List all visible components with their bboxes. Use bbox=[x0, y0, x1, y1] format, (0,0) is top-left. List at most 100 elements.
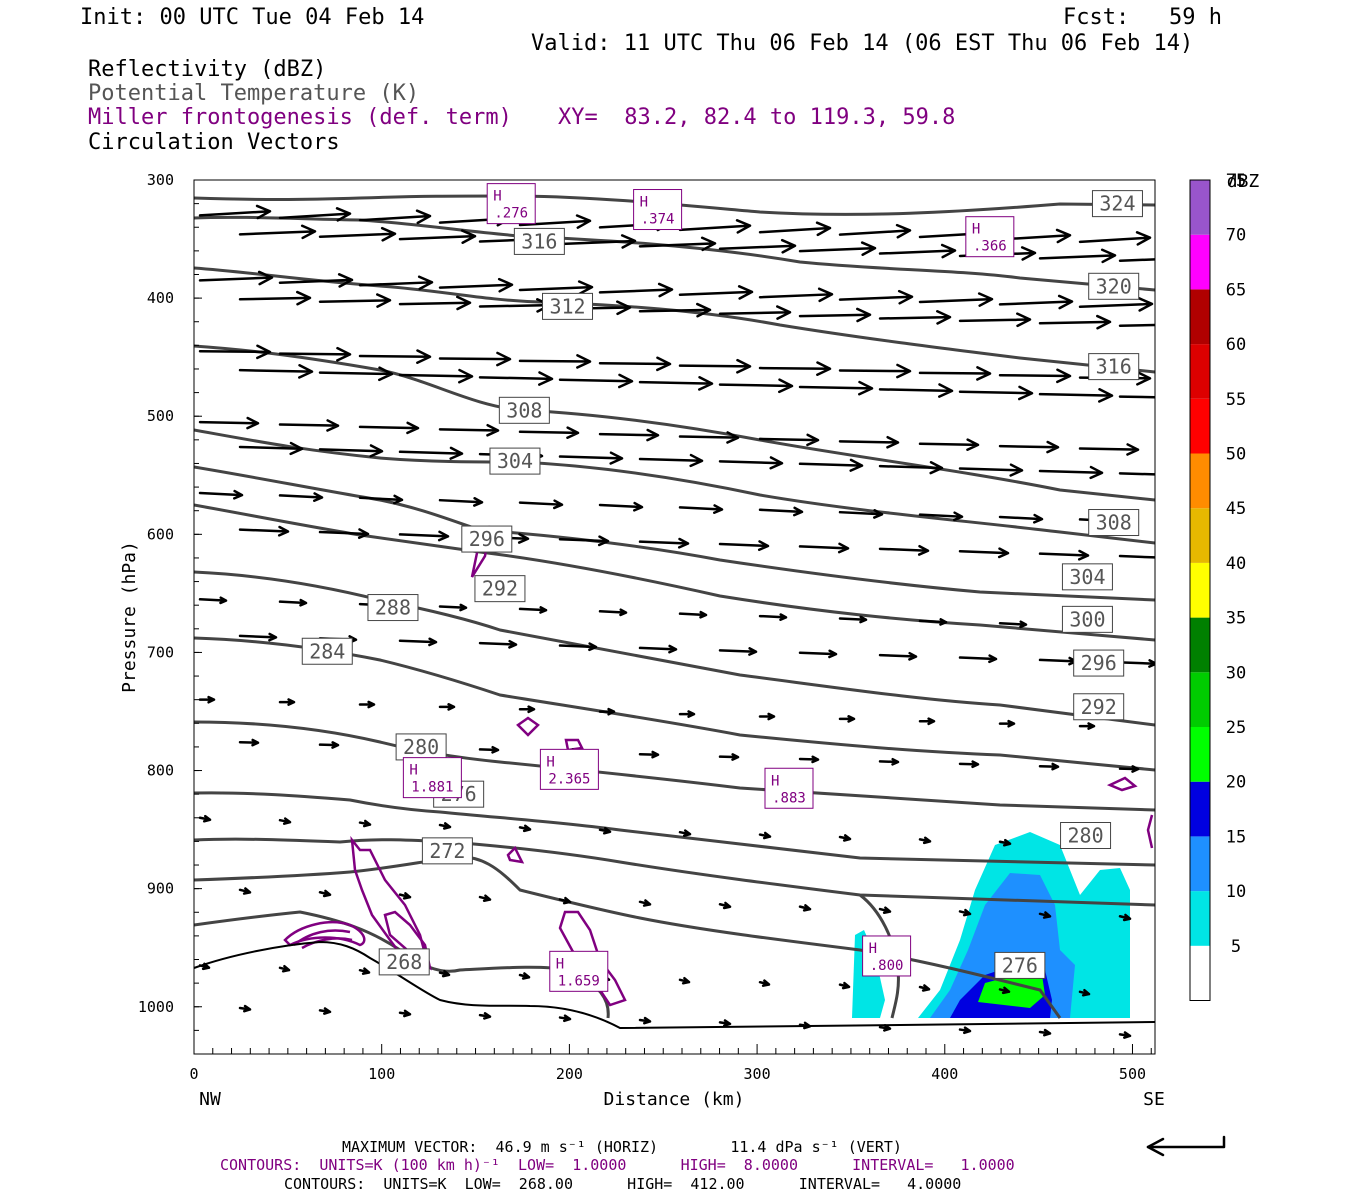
circulation-vector bbox=[518, 280, 594, 295]
x-tick-label: 0 bbox=[189, 1065, 198, 1083]
max-vector-text: MAXIMUM VECTOR: 46.9 m s⁻¹ (HORIZ) 11.4 … bbox=[342, 1138, 902, 1156]
circulation-vector bbox=[838, 435, 900, 449]
circulation-vector bbox=[718, 901, 732, 910]
circulation-vector bbox=[1078, 443, 1140, 456]
theta-label: 280 bbox=[403, 735, 439, 759]
circulation-vector bbox=[958, 312, 1032, 328]
circulation-vector bbox=[758, 221, 832, 237]
fronto-max-value: .800 bbox=[870, 958, 904, 974]
circulation-vector bbox=[438, 351, 512, 367]
circulation-vector bbox=[918, 836, 932, 845]
circulation-vector bbox=[918, 292, 994, 307]
circulation-vector bbox=[278, 492, 324, 503]
circulation-vector bbox=[598, 826, 612, 835]
x-tick-label: 400 bbox=[931, 1065, 958, 1083]
colorbar-segment bbox=[1190, 672, 1210, 727]
theta-label: 292 bbox=[1081, 695, 1117, 719]
theta-label-box bbox=[421, 837, 473, 865]
colorbar-segment bbox=[1190, 398, 1210, 454]
theta-label: 268 bbox=[386, 950, 422, 974]
y-tick-label: 800 bbox=[147, 762, 174, 780]
circulation-vector bbox=[238, 887, 252, 895]
theta-label-box bbox=[1088, 272, 1140, 300]
colorbar-tick-label: 5 bbox=[1231, 937, 1241, 957]
field-vectors: Circulation Vectors bbox=[88, 130, 340, 155]
circulation-vector bbox=[918, 366, 992, 381]
circulation-vector bbox=[598, 707, 616, 716]
theta-label: 288 bbox=[375, 596, 411, 620]
valid-time: Valid: 11 UTC Thu 06 Feb 14 (06 EST Thu … bbox=[531, 31, 1194, 56]
fronto-max-box bbox=[965, 216, 1015, 258]
circulation-vector bbox=[238, 290, 312, 306]
colorbar-segment bbox=[1190, 727, 1210, 782]
circulation-vector bbox=[1038, 248, 1117, 264]
theta-label: 296 bbox=[469, 527, 505, 551]
theta-label-box bbox=[1060, 822, 1112, 849]
circulation-vector bbox=[1118, 395, 1155, 399]
circulation-vector bbox=[278, 346, 352, 362]
colorbar-tick-label: 35 bbox=[1226, 609, 1246, 629]
fronto-max-value: 1.881 bbox=[411, 780, 453, 796]
circulation-vector bbox=[1118, 765, 1140, 773]
fronto-max-box bbox=[633, 189, 683, 231]
fronto-max-letter: H bbox=[546, 754, 554, 770]
circulation-vector bbox=[638, 302, 712, 318]
cross-section-xy: XY= 83.2, 82.4 to 119.3, 59.8 bbox=[558, 105, 956, 130]
y-tick-label: 900 bbox=[147, 880, 174, 898]
circulation-vector bbox=[318, 226, 397, 242]
theta-label: 292 bbox=[482, 577, 518, 601]
colorbar-tick-label: 45 bbox=[1226, 499, 1246, 519]
circulation-vector bbox=[1038, 314, 1112, 330]
theta-label-box bbox=[1061, 605, 1113, 633]
circulation-vectors bbox=[198, 204, 1155, 1039]
circulation-vector bbox=[198, 489, 244, 500]
colorbar-segment bbox=[1190, 836, 1210, 892]
circulation-vector bbox=[478, 371, 554, 386]
circulation-vector bbox=[758, 287, 834, 303]
circulation-vector bbox=[798, 542, 850, 554]
circulation-vector bbox=[398, 530, 450, 542]
circulation-vector bbox=[1038, 762, 1060, 771]
circulation-vector bbox=[1038, 1028, 1052, 1037]
circulation-vector bbox=[238, 441, 304, 456]
circulation-vector bbox=[518, 606, 548, 614]
circulation-vector bbox=[638, 453, 704, 468]
colorbar-tick-label: 55 bbox=[1226, 390, 1246, 410]
colorbar-segment bbox=[1190, 617, 1210, 673]
theta-label-box bbox=[1088, 353, 1140, 381]
circulation-vector bbox=[878, 757, 900, 766]
circulation-vector bbox=[598, 428, 660, 442]
circulation-vector bbox=[558, 642, 598, 652]
circulation-vector bbox=[678, 285, 754, 300]
circulation-vector bbox=[998, 719, 1016, 728]
circulation-vector bbox=[838, 615, 868, 624]
circulation-vector bbox=[1078, 297, 1154, 312]
circulation-vector bbox=[238, 224, 317, 240]
circulation-vector bbox=[278, 698, 296, 706]
circulation-vector bbox=[478, 1012, 492, 1020]
theta-label: 280 bbox=[1067, 824, 1103, 848]
circulation-vector bbox=[278, 273, 354, 288]
circulation-vector bbox=[958, 760, 980, 769]
circulation-vector bbox=[758, 506, 804, 517]
circulation-vector bbox=[1118, 258, 1155, 262]
y-axis-label: Pressure (hPa) bbox=[119, 541, 140, 693]
y-tick-label: 1000 bbox=[138, 998, 174, 1016]
circulation-vector bbox=[318, 741, 340, 749]
field-reflectivity: Reflectivity (dBZ) bbox=[88, 57, 327, 82]
circulation-vector bbox=[758, 361, 832, 376]
circulation-vector bbox=[518, 426, 580, 439]
circulation-vector bbox=[958, 908, 972, 917]
contours-theta-text: CONTOURS: UNITS=K LOW= 268.00 HIGH= 412.… bbox=[284, 1175, 962, 1193]
theta-label: 300 bbox=[1069, 607, 1105, 631]
circulation-vector bbox=[598, 501, 644, 512]
circulation-vector bbox=[638, 376, 714, 391]
circulation-vector bbox=[838, 223, 912, 239]
circulation-vector bbox=[678, 610, 708, 619]
circulation-vector bbox=[998, 620, 1028, 629]
fronto-max-value: .374 bbox=[641, 212, 675, 228]
colorbar-segment bbox=[1190, 344, 1210, 399]
circulation-vector bbox=[398, 229, 477, 244]
